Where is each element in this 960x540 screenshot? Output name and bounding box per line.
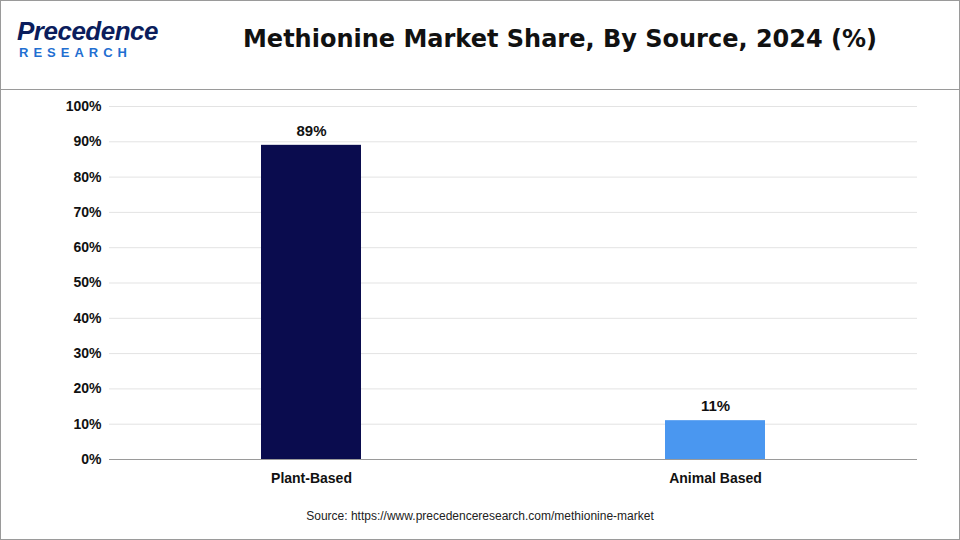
svg-text:10%: 10% [73,416,102,432]
svg-text:30%: 30% [73,345,102,361]
svg-text:50%: 50% [73,274,102,290]
svg-text:Animal Based: Animal Based [669,470,762,486]
svg-text:90%: 90% [73,133,102,149]
html-text:Precedence: Precedence [17,16,158,46]
svg-text:80%: 80% [73,169,102,185]
svg-text:20%: 20% [73,380,102,396]
svg-text:89%: 89% [296,122,326,139]
svg-text:11%: 11% [701,397,730,414]
svg-text:100%: 100% [66,98,102,114]
svg-text:0%: 0% [81,451,102,467]
svg-text:40%: 40% [73,310,102,326]
svg-text:60%: 60% [73,239,102,255]
svg-text:Plant-Based: Plant-Based [271,470,352,486]
html-text:RESEARCH: RESEARCH [19,45,132,60]
html-text:Source: https://www.precedence: Source: https://www.precedenceresearch.c… [306,509,654,523]
html-text:Methionine Market Share, By So: Methionine Market Share, By Source, 2024… [243,25,877,53]
svg-text:70%: 70% [73,204,102,220]
